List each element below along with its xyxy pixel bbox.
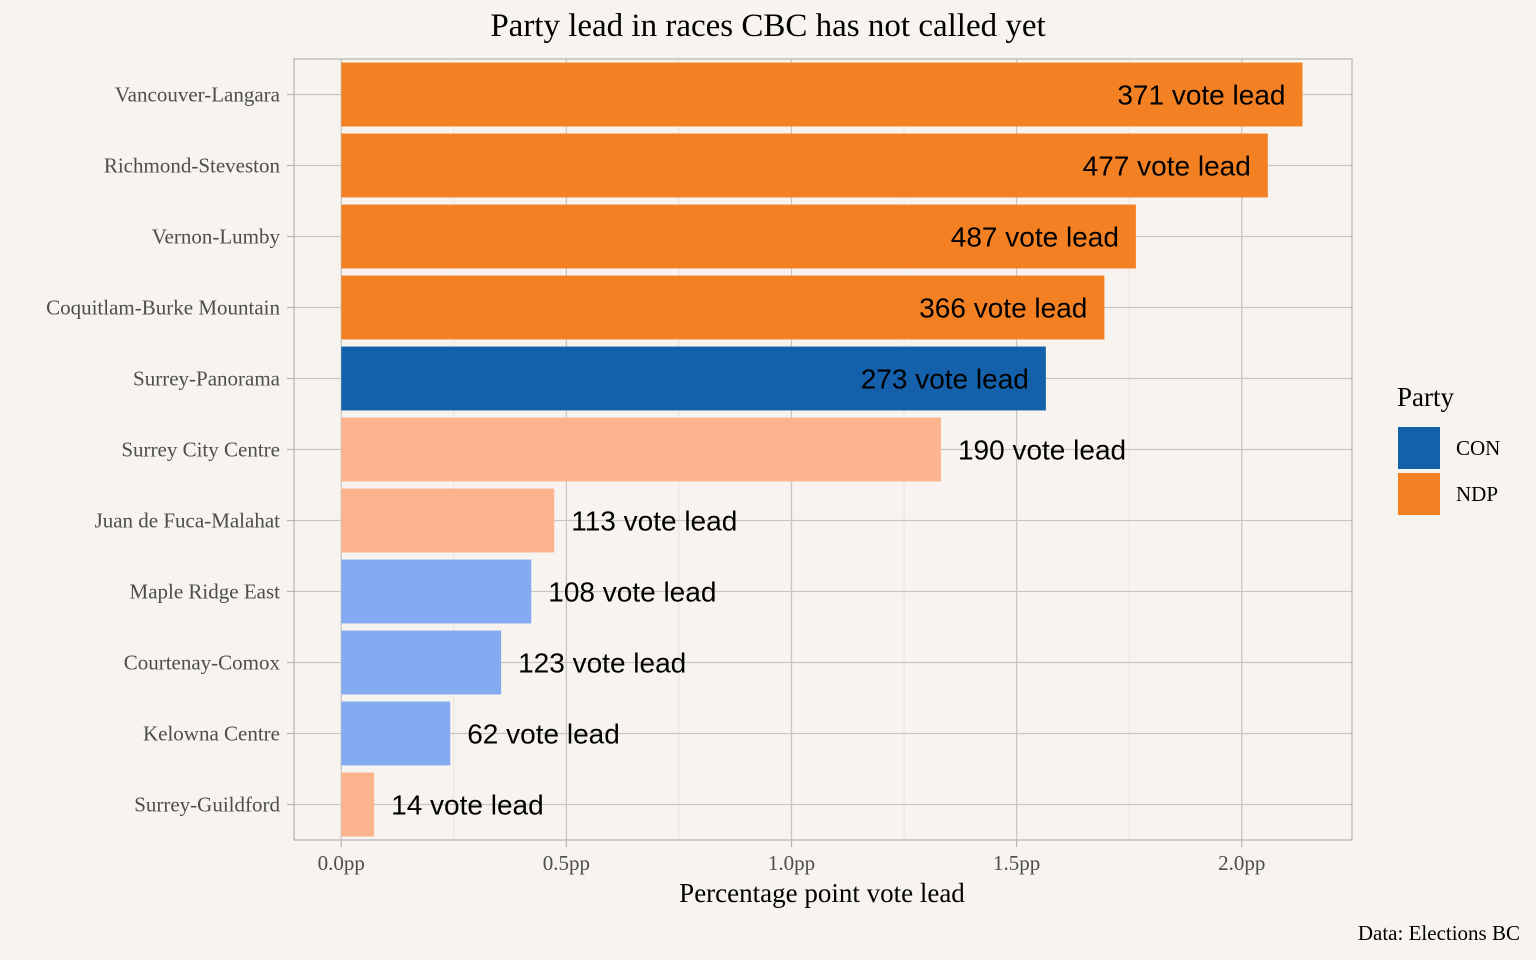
bar-data-label: 273 vote lead	[861, 364, 1029, 395]
caption: Data: Elections BC	[1358, 921, 1520, 945]
x-tick-label: 1.0pp	[768, 851, 815, 875]
x-tick-label: 0.0pp	[318, 851, 365, 875]
bar-data-label: 366 vote lead	[919, 293, 1087, 324]
y-tick-label: Courtenay-Comox	[124, 651, 281, 675]
chart-title: Party lead in races CBC has not called y…	[490, 8, 1045, 44]
bar	[341, 772, 375, 837]
bar	[341, 204, 1136, 269]
bar	[341, 346, 1046, 411]
x-axis-title: Percentage point vote lead	[679, 878, 965, 908]
bar-data-label: 62 vote lead	[467, 719, 620, 750]
y-tick-label: Maple Ridge East	[130, 580, 281, 604]
bar	[341, 559, 532, 624]
category-axis: Vancouver-Langara Richmond-Steveston Verno…	[46, 83, 294, 817]
panel-border	[293, 58, 1353, 841]
bar-data-label: 477 vote lead	[1083, 151, 1251, 182]
x-tick-label: 1.5pp	[993, 851, 1040, 875]
bar	[341, 133, 1268, 198]
y-tick-label: Juan de Fuca-Malahat	[95, 509, 281, 533]
legend-key	[1398, 473, 1440, 515]
x-tick-label: 2.0pp	[1218, 851, 1265, 875]
bar	[341, 488, 555, 553]
bar-data-label: 487 vote lead	[951, 222, 1119, 253]
y-tick-label: Coquitlam-Burke Mountain	[46, 296, 280, 320]
bar-data-label: 113 vote lead	[571, 506, 737, 537]
bar-data-label: 123 vote lead	[518, 648, 686, 679]
y-tick-label: Surrey-Guildford	[134, 793, 280, 817]
bar-data-label: 371 vote lead	[1117, 80, 1285, 111]
legend-label: CON	[1456, 436, 1500, 460]
y-tick-label: Richmond-Steveston	[104, 154, 281, 178]
y-tick-label: Surrey-Panorama	[133, 367, 281, 391]
bar	[341, 701, 451, 766]
bars: 371 vote lead 477 vote lead 487 vote lead 3…	[341, 62, 1303, 837]
bar-data-label: 108 vote lead	[548, 577, 716, 608]
x-axis: 0.0pp 0.5pp 1.0pp 1.5pp 2.0pp	[318, 840, 1265, 875]
bar	[341, 275, 1105, 340]
legend-label: NDP	[1456, 482, 1498, 506]
y-tick-label: Surrey City Centre	[121, 438, 280, 462]
y-tick-label: Vernon-Lumby	[152, 225, 281, 249]
x-tick-label: 0.5pp	[543, 851, 590, 875]
legend-title: Party	[1397, 382, 1454, 412]
bar	[341, 417, 941, 482]
bar	[341, 62, 1303, 127]
legend: Party CON NDP	[1397, 382, 1500, 515]
legend-key	[1398, 427, 1440, 469]
y-tick-label: Vancouver-Langara	[115, 83, 281, 107]
bar	[341, 630, 502, 695]
bar-data-label: 14 vote lead	[391, 790, 544, 821]
bar-data-label: 190 vote lead	[958, 435, 1126, 466]
y-tick-label: Kelowna Centre	[143, 722, 280, 746]
